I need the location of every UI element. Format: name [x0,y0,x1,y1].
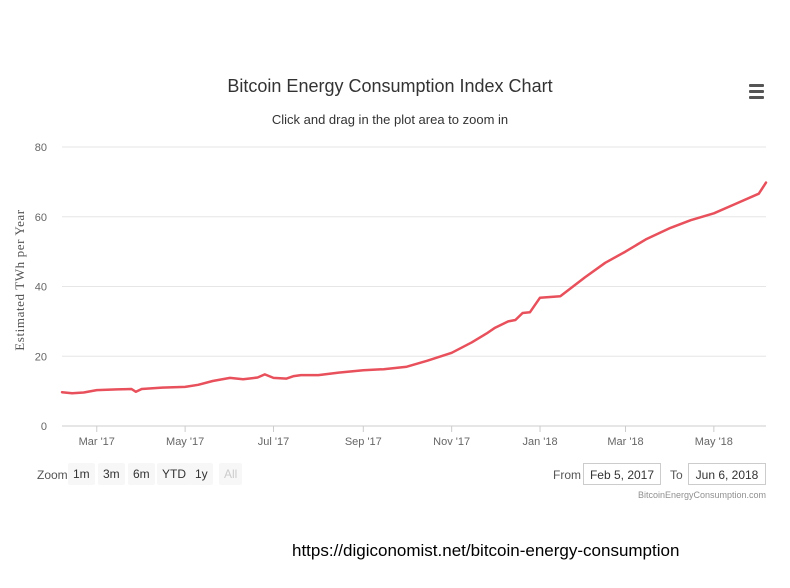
chart-title: Bitcoin Energy Consumption Index Chart [227,76,553,96]
x-tick-label: May '17 [166,436,204,448]
menu-bar [749,90,764,93]
from-date-input[interactable]: Feb 5, 2017 [583,463,661,485]
y-tick-label: 40 [35,282,47,294]
x-tick-label: Jul '17 [258,436,289,448]
zoom-1y-button[interactable]: 1y [190,463,213,485]
source-url: https://digiconomist.net/bitcoin-energy-… [292,541,680,560]
zoom-all-button[interactable]: All [219,463,243,485]
hamburger-menu-icon[interactable] [749,84,764,99]
zoom-6m-button[interactable]: 6m [128,463,155,485]
from-label: From [553,468,581,482]
to-date-input[interactable]: Jun 6, 2018 [688,463,766,485]
y-tick-label: 60 [35,212,47,224]
x-tick-label: May '18 [695,436,733,448]
x-tick-label: Mar '18 [607,436,643,448]
to-label: To [670,468,683,482]
x-tick-label: Jan '18 [522,436,557,448]
chart-subtitle: Click and drag in the plot area to zoom … [271,112,509,127]
zoom-1m-button[interactable]: 1m [68,463,95,485]
y-axis-title: Estimated TWh per Year [12,209,27,351]
x-tick-label: Mar '17 [79,436,115,448]
y-tick-label: 20 [35,351,47,363]
y-tick-label: 0 [41,421,47,433]
x-tick-label: Nov '17 [433,436,470,448]
zoom-ytd-button[interactable]: YTD [157,463,191,485]
series-line [60,181,768,395]
credit-link[interactable]: BitcoinEnergyConsumption.com [637,490,766,500]
zoom-label: Zoom [37,468,68,482]
zoom-3m-button[interactable]: 3m [98,463,125,485]
menu-bar [749,84,764,87]
menu-bar [749,96,764,99]
y-tick-label: 80 [35,142,47,154]
x-tick-label: Sep '17 [345,436,382,448]
